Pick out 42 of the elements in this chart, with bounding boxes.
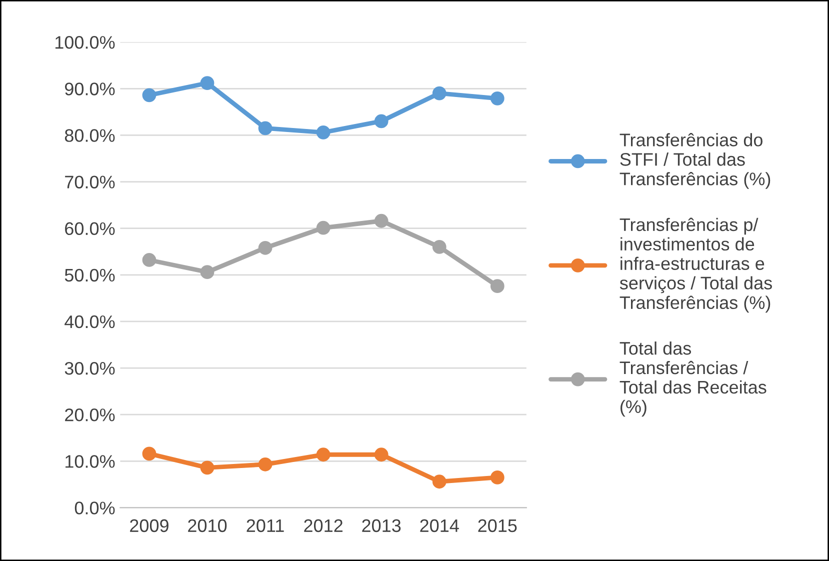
x-tick-label: 2014 [420,519,459,532]
x-tick-label: 2009 [130,519,168,532]
point [258,240,272,255]
y-tick-label: 10.0% [66,455,115,468]
point [200,460,214,475]
y-tick-label: 80.0% [64,129,115,142]
legend-label: Transferências do STFI / Total das Transferências (%) [620,133,770,189]
x-tick-label: 2012 [304,519,342,532]
y-tick-label: 40.0% [64,315,115,328]
y-tick-label: 60.0% [65,222,115,236]
point [316,220,330,235]
point [432,240,446,254]
x-tick-label: 2010 [188,519,227,532]
point [490,91,504,106]
point [200,265,214,280]
y-tick-label: 90.0% [64,82,115,96]
point [432,474,446,489]
y-tick-label: 70.0% [65,176,115,188]
y-tick-label: 50.0% [64,268,115,282]
x-tick-label: 2013 [362,519,401,532]
y-tick-label: 20.0% [65,408,115,422]
legend-label: Total das Transferências / Total das Receitas (%) [620,341,766,417]
y-tick-label: 30.0% [64,362,115,375]
point [316,125,330,140]
point [142,253,156,267]
point [258,457,272,472]
point [490,279,504,294]
point [374,214,388,228]
point [200,76,214,90]
y-tick-label: 0.0% [74,502,115,514]
point [490,470,504,484]
point [142,446,156,461]
x-tick-label: 2011 [246,519,284,532]
point [258,121,272,136]
point [432,86,446,100]
point [316,448,330,462]
point [374,448,388,462]
x-tick-label: 2015 [478,519,517,532]
point [142,88,156,102]
point [374,114,388,128]
y-tick-label: 100.0% [55,36,115,49]
legend-label: Transferências p/ investimentos de infra-estructuras e serviços / Total das Transferências (%) [620,218,772,313]
